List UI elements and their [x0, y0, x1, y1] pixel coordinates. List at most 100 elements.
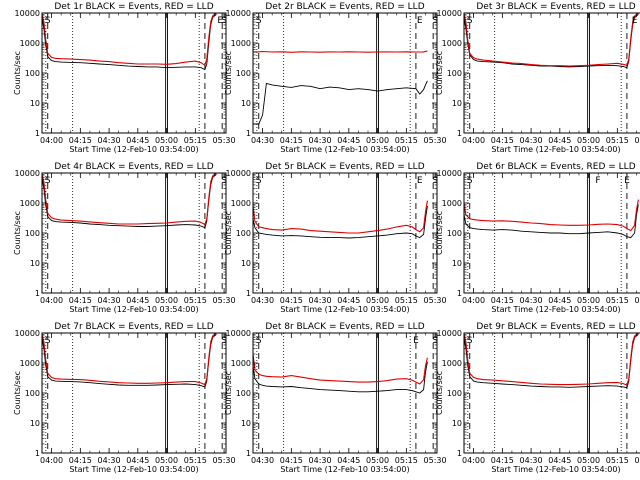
- x-tick-label: 04:30: [309, 136, 332, 145]
- panel-title: Det 9r BLACK = Events, RED = LLD: [476, 322, 635, 332]
- y-tick-label: 10: [452, 99, 462, 108]
- detector-panel-9: Det 9r BLACK = Events, RED = LLDSS110100…: [435, 322, 640, 474]
- x-tick-label: 05:30: [424, 456, 447, 465]
- x-tick-label: 04:00: [462, 456, 485, 465]
- x-tick-label: 04:30: [98, 296, 121, 305]
- x-tick-label: 05:15: [395, 296, 418, 305]
- x-tick-label: 05:30: [424, 136, 447, 145]
- flag-label: E: [624, 176, 630, 186]
- x-tick-label: 05:00: [155, 136, 178, 145]
- y-tick-label: 10000: [437, 9, 462, 18]
- y-axis-label: Counts/sec: [13, 371, 22, 415]
- x-tick-label: 05:30: [213, 296, 236, 305]
- detector-panel-6: Det 6r BLACK = Events, RED = LLDSFES1101…: [435, 162, 640, 314]
- plot-frame: [463, 12, 640, 134]
- plot-frame: [252, 12, 438, 134]
- x-axis-label: Start Time (12-Feb-10 03:54:00): [280, 465, 409, 474]
- y-tick-label: 10000: [226, 169, 251, 178]
- lld-series-line: [253, 200, 428, 234]
- x-tick-label: 05:15: [606, 136, 629, 145]
- panel-title: Det 4r BLACK = Events, RED = LLD: [54, 162, 213, 172]
- y-tick-label: 10000: [15, 9, 40, 18]
- x-tick-label: 04:45: [126, 296, 149, 305]
- x-tick-label: 05:15: [606, 296, 629, 305]
- x-tick-label: 05:00: [155, 296, 178, 305]
- y-tick-label: 10000: [226, 329, 251, 338]
- x-tick-label: 04:45: [126, 456, 149, 465]
- panel-title: Det 2r BLACK = Events, RED = LLD: [265, 2, 424, 12]
- x-tick-label: 05:30: [213, 456, 236, 465]
- panel-title: Det 5r BLACK = Events, RED = LLD: [265, 162, 424, 172]
- x-tick-label: 05:30: [635, 456, 640, 465]
- x-tick-label: 05:15: [184, 296, 207, 305]
- y-tick-label: 10: [241, 419, 251, 428]
- y-tick-label: 1000: [231, 199, 251, 208]
- panel-data-area: [253, 333, 434, 453]
- flag-label: S: [45, 176, 51, 186]
- y-tick-label: 1: [35, 289, 40, 298]
- flag-label: S: [432, 336, 438, 346]
- y-tick-label: 100: [447, 69, 462, 78]
- panel-data-area: [464, 13, 639, 133]
- x-tick-label: 05:30: [635, 296, 640, 305]
- flag-label: E: [632, 16, 638, 26]
- flag-label: E: [417, 16, 423, 26]
- x-tick-label: 04:45: [548, 456, 571, 465]
- events-series-line: [253, 205, 428, 239]
- panel-data-area: [42, 13, 223, 133]
- y-tick-label: 100: [25, 69, 40, 78]
- x-tick-label: 04:15: [280, 136, 303, 145]
- y-tick-label: 10: [30, 99, 40, 108]
- flag-label: S: [256, 16, 262, 26]
- y-tick-label: 10: [452, 259, 462, 268]
- events-series-line: [464, 204, 639, 239]
- flag-label: E: [417, 176, 423, 186]
- x-tick-label: 05:15: [184, 136, 207, 145]
- x-tick-label: 05:15: [184, 456, 207, 465]
- x-tick-label: 05:30: [424, 296, 447, 305]
- x-tick-label: 04:30: [251, 296, 274, 305]
- panel-data-area: [464, 333, 639, 453]
- y-axis-label: Counts/sec: [224, 371, 233, 415]
- y-tick-label: 1000: [231, 39, 251, 48]
- x-tick-label: 05:00: [366, 456, 389, 465]
- y-tick-label: 1000: [442, 39, 462, 48]
- y-tick-label: 10000: [226, 9, 251, 18]
- flag-label: S: [45, 336, 51, 346]
- x-tick-label: 04:00: [462, 136, 485, 145]
- x-tick-label: 04:15: [491, 456, 514, 465]
- y-tick-label: 100: [236, 229, 251, 238]
- y-tick-label: 1000: [20, 39, 40, 48]
- lld-series-line: [253, 353, 428, 385]
- x-axis-label: Start Time (12-Feb-10 03:54:00): [69, 465, 198, 474]
- plot-frame: [41, 12, 227, 134]
- panel-title: Det 6r BLACK = Events, RED = LLD: [476, 162, 635, 172]
- events-series-line: [253, 361, 428, 394]
- y-tick-label: 1000: [442, 359, 462, 368]
- x-axis-label: Start Time (12-Feb-10 03:54:00): [280, 145, 409, 154]
- x-axis-label: Start Time (12-Feb-10 03:54:00): [491, 305, 620, 314]
- panel-data-area: [42, 333, 223, 453]
- x-tick-label: 05:00: [155, 456, 178, 465]
- lld-series-line: [464, 333, 639, 386]
- x-tick-label: 05:00: [577, 136, 600, 145]
- plot-frame: [41, 332, 227, 454]
- x-axis-label: Start Time (12-Feb-10 03:54:00): [280, 305, 409, 314]
- plot-frame: [252, 332, 438, 454]
- lld-series-line: [253, 50, 428, 53]
- y-tick-label: 10: [30, 259, 40, 268]
- x-tick-label: 04:30: [309, 296, 332, 305]
- lld-series-line: [42, 13, 217, 67]
- y-tick-label: 100: [236, 389, 251, 398]
- x-tick-label: 05:00: [577, 456, 600, 465]
- panel-title: Det 1r BLACK = Events, RED = LLD: [54, 2, 213, 12]
- flag-label: S: [256, 176, 262, 186]
- y-axis-label: Counts/sec: [435, 371, 444, 415]
- x-tick-label: 04:30: [520, 456, 543, 465]
- x-axis-label: Start Time (12-Feb-10 03:54:00): [491, 465, 620, 474]
- panel-title: Det 8r BLACK = Events, RED = LLD: [265, 322, 424, 332]
